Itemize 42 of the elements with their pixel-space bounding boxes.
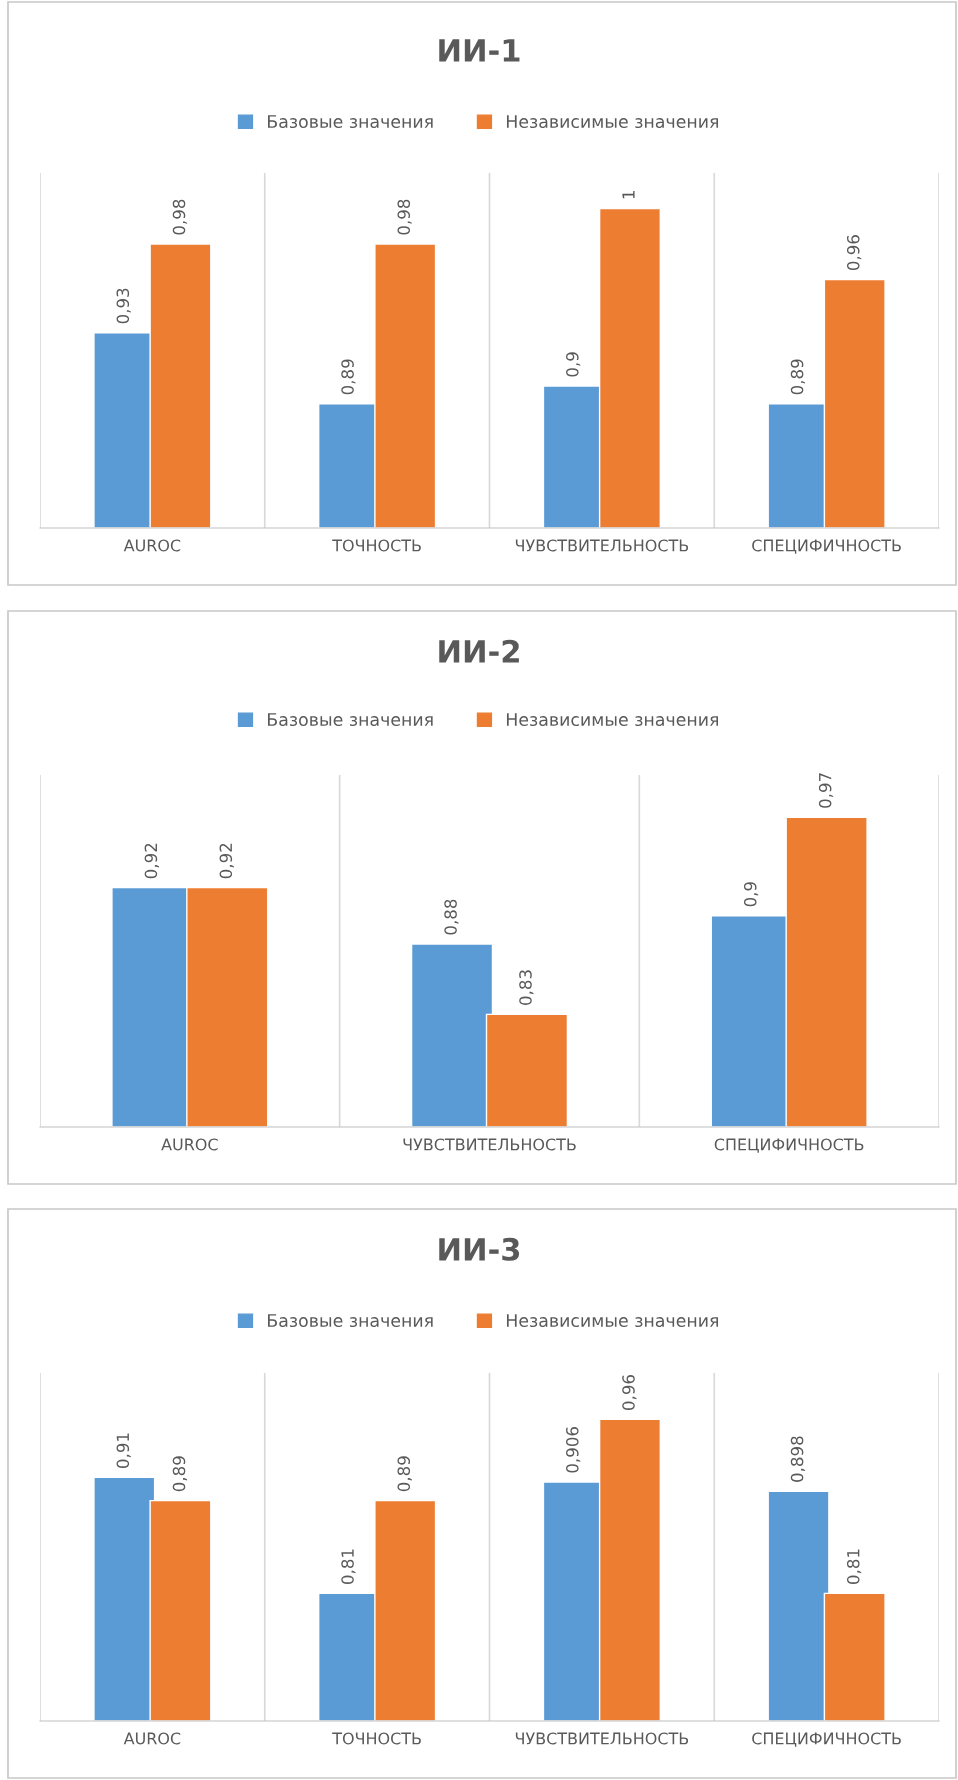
x-tick-label: ЧУВСТВИТЕЛЬНОСТЬ (515, 539, 689, 552)
data-label: 0,96 (622, 1375, 637, 1410)
legend-label: Базовые значения (268, 713, 433, 727)
data-label: 0,93 (116, 288, 131, 324)
x-tick-label: СПЕЦИФИЧНОСТЬ (714, 1138, 864, 1153)
legend-label: Независимые значения (506, 115, 718, 129)
x-tick-label: ТОЧНОСТЬ (332, 539, 421, 552)
x-tick-label: AUROC (123, 1732, 181, 1745)
data-label: 0,898 (790, 1436, 806, 1482)
data-label: 0,97 (818, 773, 834, 808)
data-label: 0,88 (444, 899, 459, 935)
data-label: 0,92 (219, 843, 234, 879)
data-label: 0,906 (566, 1427, 581, 1473)
x-tick-label: AUROC (161, 1138, 218, 1151)
chart-title: ИИ-2 (439, 639, 519, 663)
data-label: 0,91 (116, 1433, 131, 1468)
x-tick-label: ТОЧНОСТЬ (332, 1732, 421, 1745)
data-label: 0,98 (172, 199, 188, 235)
data-label: 0,9 (743, 882, 759, 907)
chart-title: ИИ-3 (439, 1237, 520, 1261)
data-label: 0,81 (846, 1549, 862, 1584)
legend-label: Базовые значения (268, 115, 433, 129)
x-tick-label: ЧУВСТВИТЕЛЬНОСТЬ (515, 1732, 689, 1745)
data-label: 0,83 (519, 970, 534, 1005)
data-label: 1 (622, 191, 635, 199)
x-tick-label: СПЕЦИФИЧНОСТЬ (752, 539, 901, 554)
data-label: 0,89 (397, 1456, 412, 1492)
legend-label: Базовые значения (268, 1314, 433, 1328)
legend-label: Независимые значения (506, 713, 718, 727)
data-label: 0,89 (172, 1456, 188, 1492)
data-label: 0,9 (566, 352, 581, 377)
data-label: 0,96 (846, 235, 862, 271)
data-label: 0,81 (341, 1549, 356, 1584)
data-label: 0,92 (144, 843, 159, 879)
x-tick-label: AUROC (123, 539, 181, 552)
data-label: 0,89 (341, 359, 356, 395)
data-label: 0,89 (790, 359, 806, 395)
x-tick-label: ЧУВСТВИТЕЛЬНОСТЬ (403, 1138, 576, 1151)
chart-title: ИИ-1 (439, 39, 520, 62)
legend-label: Независимые значения (506, 1314, 718, 1328)
x-tick-label: СПЕЦИФИЧНОСТЬ (752, 1732, 901, 1747)
data-label: 0,98 (397, 199, 412, 235)
